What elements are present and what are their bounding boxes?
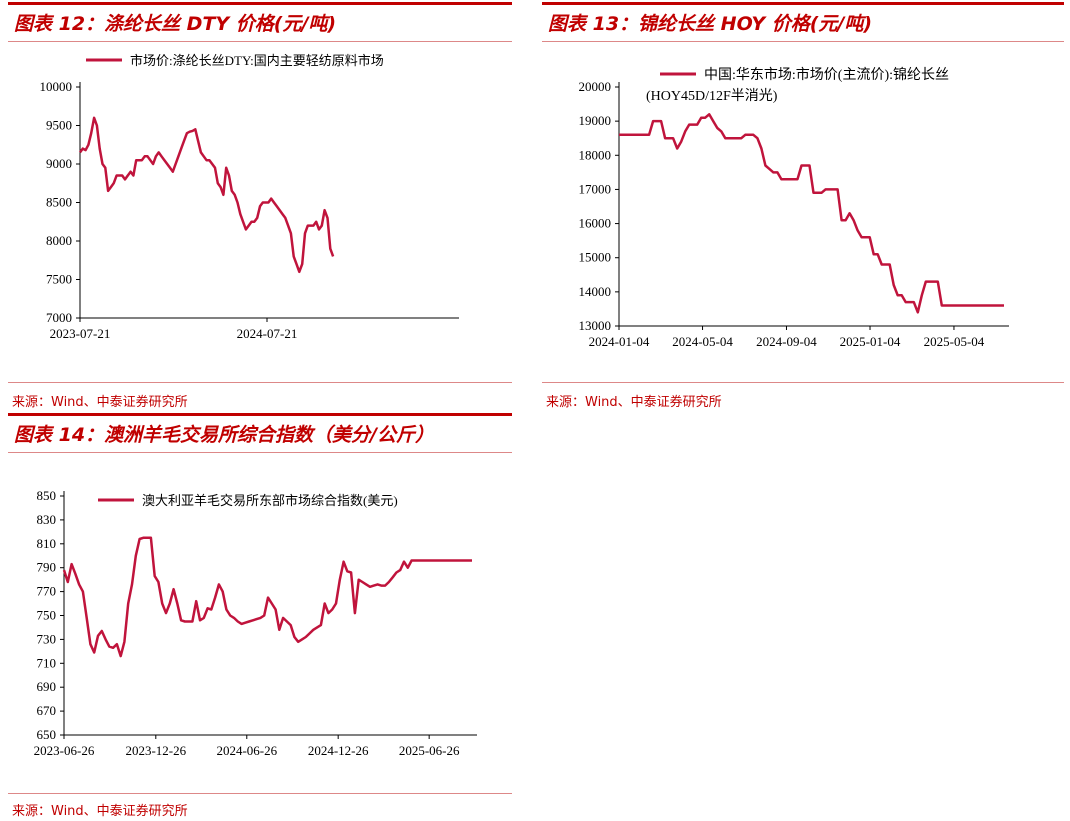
y-tick-label: 670 bbox=[37, 703, 57, 718]
dty-price-chart: 7000 7500 8000 8500 9000 9500 10000 2023-07-21 2… bbox=[40, 53, 459, 341]
divider bbox=[8, 382, 512, 383]
y-tick-label: 7000 bbox=[46, 310, 72, 325]
y-tick-label: 790 bbox=[37, 560, 57, 575]
chart-title: 图表 14：澳洲羊毛交易所综合指数（美分/公斤） bbox=[14, 424, 434, 446]
x-tick-label: 2025-05-04 bbox=[924, 334, 985, 349]
y-tick-label: 20000 bbox=[579, 79, 612, 94]
y-tick-label: 17000 bbox=[579, 181, 612, 196]
series-line bbox=[78, 116, 335, 274]
x-tick-label: 2024-06-26 bbox=[216, 743, 277, 758]
y-tick-label: 9500 bbox=[46, 118, 72, 133]
y-tick-label: 650 bbox=[37, 727, 57, 742]
legend-label-cont: (HOY45D/12F半消光) bbox=[646, 88, 778, 104]
y-tick-label: 18000 bbox=[579, 147, 612, 162]
x-tick-label: 2025-01-04 bbox=[840, 334, 901, 349]
divider bbox=[542, 382, 1064, 383]
x-tick-label: 2024-12-26 bbox=[308, 743, 369, 758]
series-line bbox=[619, 113, 1004, 314]
divider bbox=[8, 793, 512, 794]
y-tick-label: 850 bbox=[37, 488, 57, 503]
chart-panel-dty: 图表 12：涤纶长丝 DTY 价格(元/吨) 7000 7500 8000 8500 9… bbox=[8, 2, 512, 410]
y-tick-label: 8000 bbox=[46, 233, 72, 248]
title-bar: 图表 13：锦纶长丝 HOY 价格(元/吨) bbox=[542, 2, 1064, 42]
x-tick-label: 2024-05-04 bbox=[672, 334, 733, 349]
x-tick-label: 2024-01-04 bbox=[589, 334, 650, 349]
y-tick-label: 730 bbox=[37, 631, 57, 646]
chart-title: 图表 13：锦纶长丝 HOY 价格(元/吨) bbox=[548, 13, 873, 35]
y-tick-label: 810 bbox=[37, 536, 57, 551]
y-tick-label: 9000 bbox=[46, 156, 72, 171]
x-tick-label: 2023-06-26 bbox=[34, 743, 95, 758]
source-note: 来源：Wind、中泰证券研究所 bbox=[12, 804, 188, 819]
wool-index-chart: 650 670 690 710 730 750 770 790 810 830 850 2023-06… bbox=[34, 488, 477, 758]
y-tick-label: 19000 bbox=[579, 113, 612, 128]
chart-title: 图表 12：涤纶长丝 DTY 价格(元/吨) bbox=[14, 13, 337, 35]
legend-label: 澳大利亚羊毛交易所东部市场综合指数(美元) bbox=[142, 493, 398, 508]
x-tick-label: 2023-07-21 bbox=[50, 326, 111, 341]
y-tick-label: 830 bbox=[37, 512, 57, 527]
y-tick-label: 8500 bbox=[46, 195, 72, 210]
legend-label: 中国:华东市场:市场价(主流价):锦纶长丝 bbox=[704, 66, 949, 83]
title-bar: 图表 14：澳洲羊毛交易所综合指数（美分/公斤） bbox=[8, 413, 512, 453]
chart-panel-hoy: 图表 13：锦纶长丝 HOY 价格(元/吨) 13000 14000 15000 16… bbox=[542, 2, 1064, 410]
y-tick-label: 750 bbox=[37, 608, 57, 623]
y-tick-label: 7500 bbox=[46, 272, 72, 287]
y-tick-label: 710 bbox=[37, 655, 57, 670]
x-tick-label: 2024-09-04 bbox=[756, 334, 817, 349]
title-bar: 图表 12：涤纶长丝 DTY 价格(元/吨) bbox=[8, 2, 512, 42]
y-tick-label: 770 bbox=[37, 584, 57, 599]
y-tick-label: 10000 bbox=[40, 79, 73, 94]
x-tick-label: 2024-07-21 bbox=[237, 326, 298, 341]
legend-label: 市场价:涤纶长丝DTY:国内主要轻纺原料市场 bbox=[130, 53, 384, 68]
hoy-price-chart: 13000 14000 15000 16000 17000 18000 19000 20000… bbox=[579, 66, 1009, 349]
x-tick-label: 2023-12-26 bbox=[125, 743, 186, 758]
source-note: 来源：Wind、中泰证券研究所 bbox=[546, 395, 722, 410]
x-tick-label: 2025-06-26 bbox=[399, 743, 460, 758]
chart-panel-wool: 图表 14：澳洲羊毛交易所综合指数（美分/公斤） 650 670 690 710 730… bbox=[8, 413, 512, 819]
source-note: 来源：Wind、中泰证券研究所 bbox=[12, 395, 188, 410]
series-line bbox=[62, 536, 472, 658]
y-tick-label: 14000 bbox=[579, 284, 612, 299]
y-tick-label: 13000 bbox=[579, 318, 612, 333]
y-tick-label: 16000 bbox=[579, 216, 612, 231]
y-tick-label: 15000 bbox=[579, 250, 612, 265]
y-tick-label: 690 bbox=[37, 679, 57, 694]
